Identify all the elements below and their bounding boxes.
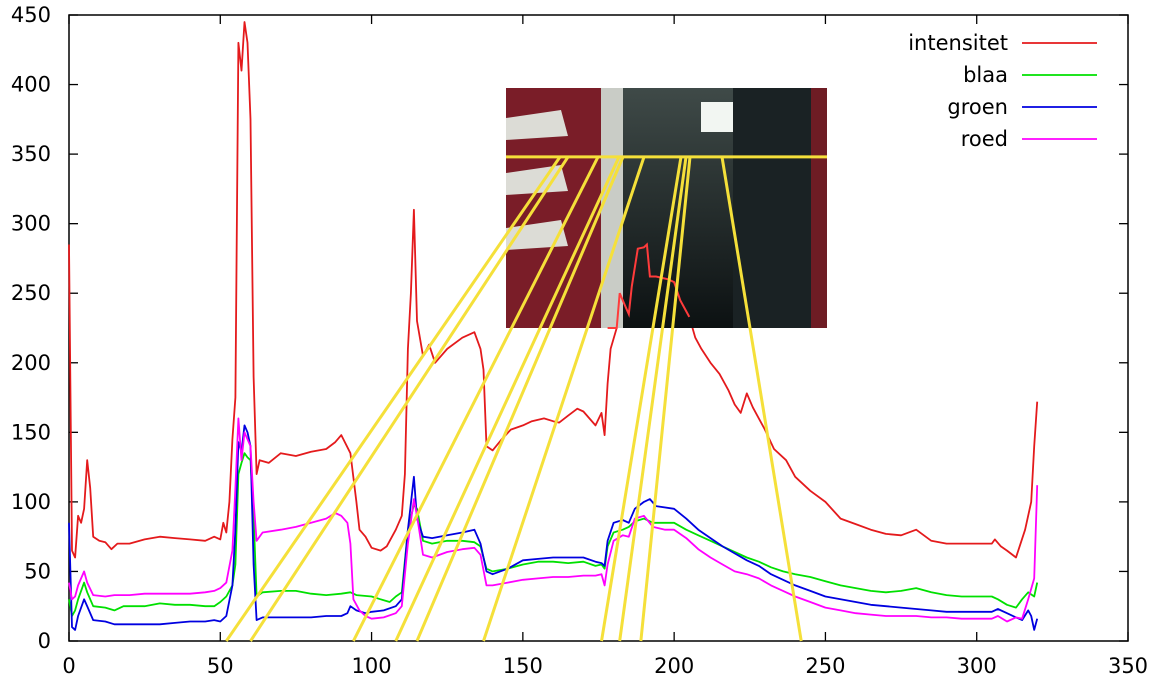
legend-label: intensitet [908, 31, 1008, 55]
legend-label: blaa [963, 63, 1008, 87]
y-tick-label: 250 [11, 281, 51, 305]
inset-projection-line [618, 156, 688, 642]
y-tick-label: 0 [38, 629, 51, 653]
inset-shelf [506, 110, 568, 140]
inset-projection-line [600, 156, 683, 642]
inset-projection-line [249, 156, 570, 642]
inset-right-wall [811, 88, 827, 328]
x-tick-label: 150 [503, 654, 543, 678]
inset-projection-line [639, 156, 692, 642]
inset-projection-line [720, 156, 803, 642]
inset-shelf [506, 165, 568, 195]
legend: intensitet blaa groen roed [908, 31, 1097, 151]
x-tick-label: 350 [1108, 654, 1148, 678]
y-tick-label: 450 [11, 3, 51, 27]
y-tick-label: 400 [11, 73, 51, 97]
inset-shelf-post [601, 88, 623, 328]
inset-projection-line [482, 156, 646, 642]
x-tick-label: 300 [957, 654, 997, 678]
series-line-groen [68, 424, 1039, 631]
y-tick-label: 150 [11, 420, 51, 444]
inset-projection-line [394, 156, 621, 642]
x-tick-label: 100 [352, 654, 392, 678]
x-tick-label: 250 [805, 654, 845, 678]
y-tick-label: 300 [11, 212, 51, 236]
inset-projection-line [352, 156, 600, 642]
inset-intensity-profile [607, 242, 691, 329]
data-series [68, 21, 1039, 631]
y-tick-label: 200 [11, 351, 51, 375]
series-line-roed [68, 417, 1039, 623]
inset-projection-line [415, 156, 625, 642]
series-line-intensitet [68, 21, 1039, 559]
x-tick-label: 200 [654, 654, 694, 678]
inset-projection-line [225, 156, 562, 642]
y-axis-tick-labels: 0 50 100 150 200 250 300 350 400 450 [11, 3, 51, 653]
axis-ticks [68, 14, 1129, 642]
inset-projection-lines [225, 155, 827, 642]
x-tick-label: 50 [207, 654, 234, 678]
x-tick-label: 0 [62, 654, 75, 678]
legend-label: roed [961, 127, 1008, 151]
y-tick-label: 350 [11, 142, 51, 166]
y-tick-label: 100 [11, 490, 51, 514]
legend-label: groen [947, 95, 1008, 119]
y-tick-label: 50 [24, 559, 51, 583]
x-axis-tick-labels: 0 50 100 150 200 250 300 350 [62, 654, 1148, 678]
